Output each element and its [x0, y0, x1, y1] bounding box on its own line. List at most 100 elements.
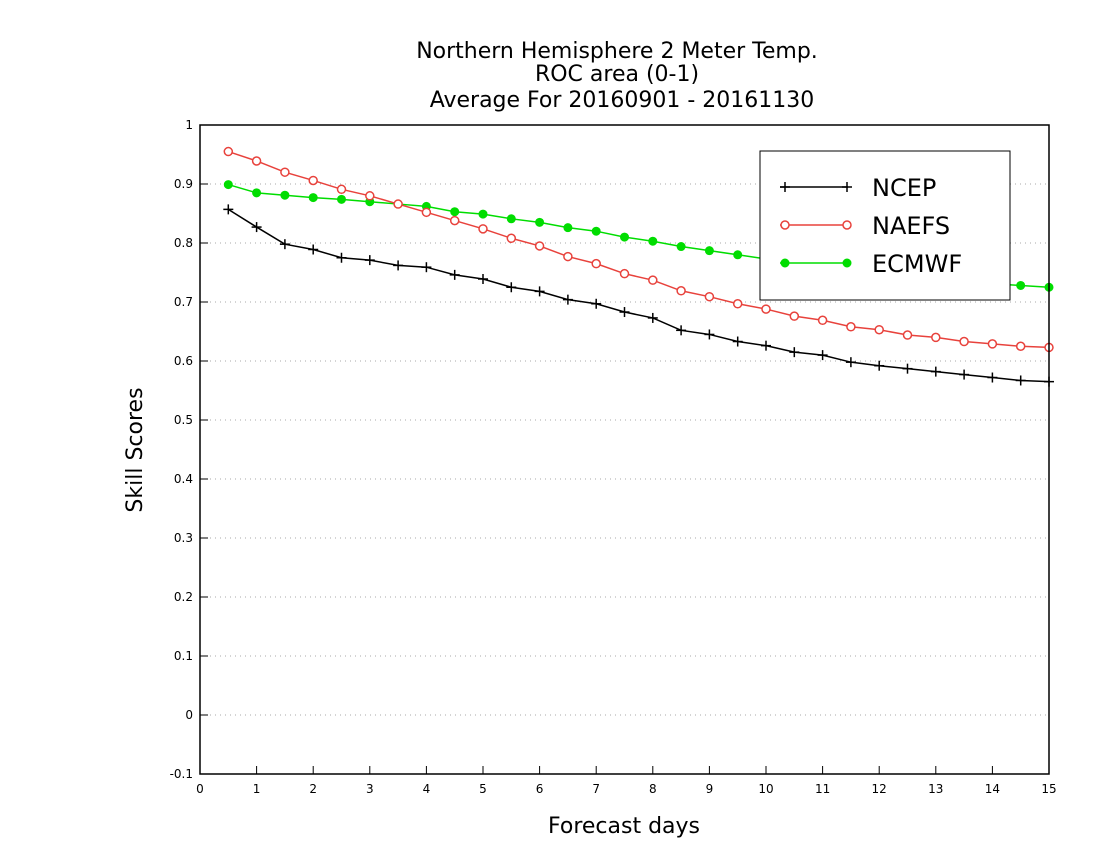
x-tick-label: 12 [872, 782, 887, 796]
legend-item-naefs: NAEFS [780, 212, 950, 240]
x-tick-label: 7 [592, 782, 600, 796]
ecmwf-point [252, 188, 262, 198]
legend-ncep-point [842, 182, 852, 192]
naefs-point [1015, 341, 1026, 351]
naefs-point [931, 332, 941, 343]
legend: NCEP NAEFS ECMWF [759, 150, 1011, 301]
ncep-point [930, 366, 941, 377]
ncep-point [251, 222, 262, 233]
naefs-point [478, 224, 488, 234]
naefs-point [563, 251, 573, 262]
y-tick-label: 1 [185, 118, 193, 132]
naefs-point [704, 291, 715, 302]
ncep-point [562, 294, 573, 305]
x-tick-label: 3 [366, 782, 374, 796]
naefs-point [280, 167, 290, 177]
chart-title: Northern Hemisphere 2 Meter Temp. ROC ar… [416, 39, 818, 113]
ncep-point [421, 262, 432, 273]
y-tick-label: 0.2 [174, 590, 193, 604]
x-tick-label: 13 [928, 782, 943, 796]
ecmwf-point [704, 246, 714, 256]
y-tick-label: 0.3 [174, 531, 193, 545]
legend-naefs-point [780, 220, 790, 230]
ecmwf-point [478, 209, 488, 219]
x-tick-label: 4 [423, 782, 431, 796]
ecmwf-point [506, 214, 516, 224]
ecmwf-point [620, 232, 629, 242]
ncep-point [449, 269, 460, 280]
naefs-point [732, 299, 743, 309]
naefs-point [761, 304, 771, 314]
chart-title-line-3: Average For 20160901 - 20161130 [430, 88, 815, 113]
ecmwf-point [450, 207, 460, 217]
ncep-point [336, 252, 347, 263]
naefs-point [789, 311, 800, 321]
naefs-point [393, 199, 403, 209]
ncep-point [874, 360, 885, 371]
ncep-point [308, 244, 319, 255]
y-tick-label: 0.7 [174, 295, 193, 309]
y-tick-label: 0.4 [174, 472, 193, 486]
naefs-point [676, 286, 686, 296]
legend-ecmwf-point [780, 258, 790, 268]
y-tick-label: 0.6 [174, 354, 193, 368]
y-tick-label: 0.5 [174, 413, 193, 427]
ecmwf-point [648, 236, 658, 246]
naefs-point [874, 324, 884, 335]
x-tick-label: 8 [649, 782, 657, 796]
x-tick-label: 10 [758, 782, 773, 796]
ncep-point [987, 372, 998, 383]
x-tick-label: 15 [1041, 782, 1056, 796]
plot-frame [199, 124, 1050, 775]
x-tick-label: 2 [309, 782, 317, 796]
x-tick-label: 11 [815, 782, 830, 796]
legend-item-ecmwf: ECMWF [780, 250, 962, 278]
ecmwf-point [535, 217, 545, 227]
y-axis-ticks: -0.1 0 0.1 0.2 0.3 0.4 0.5 0.6 0.7 0.8 0.9 1 [170, 118, 208, 781]
ncep-point [534, 286, 545, 297]
ncep-point [393, 260, 404, 271]
ncep-point [704, 329, 715, 340]
ncep-point [619, 307, 630, 318]
ecmwf-point [280, 190, 290, 200]
naefs-point [308, 175, 318, 186]
legend-label-ncep: NCEP [872, 174, 936, 202]
x-axis-title: Forecast days [548, 814, 700, 839]
x-tick-label: 5 [479, 782, 487, 796]
naefs-point [506, 233, 517, 244]
ecmwf-point [223, 180, 233, 190]
naefs-point [251, 156, 262, 166]
naefs-point [336, 184, 347, 195]
ncep-point [959, 369, 970, 380]
y-tick-label: 0 [185, 708, 193, 722]
legend-ncep-point [780, 182, 790, 192]
naefs-point [591, 258, 601, 269]
ncep-point [676, 325, 687, 336]
chart-title-line-2: ROC area (0-1) [535, 62, 699, 87]
ncep-point [591, 298, 602, 309]
ncep-point [223, 204, 234, 215]
y-axis-title: Skill Scores [123, 387, 148, 512]
naefs-point [534, 241, 545, 251]
ncep-point [364, 255, 375, 266]
x-tick-label: 6 [536, 782, 544, 796]
naefs-point [421, 207, 432, 218]
naefs-point [365, 191, 375, 201]
ncep-point [506, 282, 517, 293]
legend-label-ecmwf: ECMWF [872, 250, 962, 278]
y-tick-label: 0.9 [174, 177, 193, 191]
x-tick-label: 1 [253, 782, 261, 796]
y-tick-label: 0.1 [174, 649, 193, 663]
naefs-point [846, 322, 856, 332]
naefs-point [987, 339, 998, 349]
ncep-point [817, 350, 828, 361]
ncep-point [279, 239, 290, 250]
y-tick-label: -0.1 [170, 767, 193, 781]
legend-naefs-point [842, 220, 852, 230]
legend-ecmwf-point [842, 258, 852, 268]
naefs-point [959, 336, 969, 347]
naefs-point [449, 215, 460, 226]
ecmwf-point [676, 242, 686, 252]
